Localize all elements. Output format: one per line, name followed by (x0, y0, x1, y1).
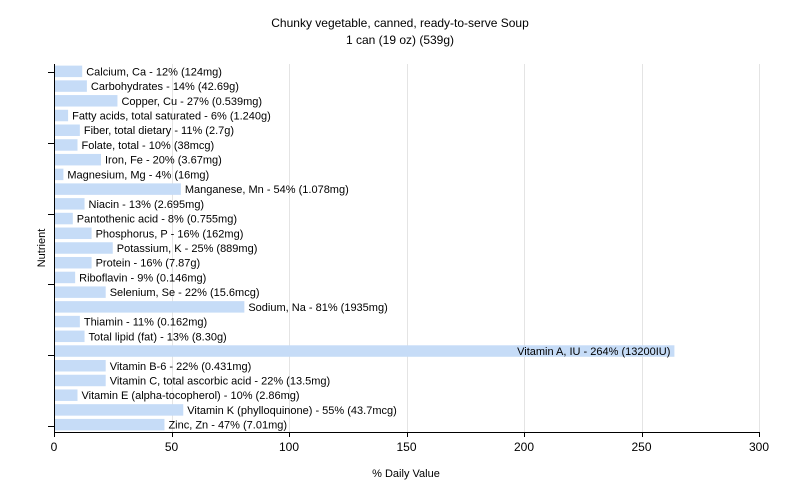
bar (55, 212, 73, 225)
bar (55, 109, 69, 122)
chart-subtitle: 1 can (19 oz) (539g) (345, 33, 455, 47)
bar-label: Copper, Cu - 27% (0.539mg) (121, 96, 262, 108)
x-ticks: 0 50 100 150 200 250 300 (51, 432, 769, 454)
bar (55, 198, 85, 210)
bar-label: Fatty acids, total saturated - 6% (1.240… (72, 111, 271, 123)
bar (55, 345, 675, 357)
bar (55, 139, 78, 151)
bar-label: Niacin - 13% (2.695mg) (89, 199, 205, 211)
bar (55, 124, 80, 136)
bar (55, 227, 92, 240)
bar (55, 168, 64, 181)
bar-label: Zinc, Zn - 47% (7.01mg) (168, 420, 287, 432)
axes (54, 64, 759, 433)
bar-label: Vitamin C, total ascorbic acid - 22% (13… (110, 375, 331, 387)
bar (55, 286, 106, 298)
x-tick-label: 250 (631, 440, 651, 454)
bar-label: Vitamin B-6 - 22% (0.431mg) (110, 361, 252, 373)
y-axis-label: Nutrient (36, 229, 48, 268)
chart-title: Chunky vegetable, canned, ready-to-serve… (271, 16, 529, 30)
bars (55, 65, 675, 431)
bar-label: Phosphorus, P - 16% (162mg) (96, 228, 244, 240)
x-tick-label: 300 (749, 440, 769, 454)
bar (55, 404, 184, 416)
x-tick-label: 0 (51, 440, 58, 454)
bar (55, 418, 165, 431)
bar-label: Folate, total - 10% (38mcg) (82, 140, 215, 152)
bar-label: Calcium, Ca - 12% (124mg) (86, 66, 222, 78)
x-tick-label: 200 (514, 440, 534, 454)
bar-label: Iron, Fe - 20% (3.67mg) (105, 155, 222, 167)
bar (55, 389, 78, 401)
bar (55, 256, 92, 269)
bar-label: Sodium, Na - 81% (1935mg) (248, 302, 387, 314)
x-axis-label: % Daily Value (372, 468, 440, 480)
bar-label: Thiamin - 11% (0.162mg) (84, 317, 207, 329)
bar (55, 301, 245, 313)
bar-label: Vitamin K (phylloquinone) - 55% (43.7mcg… (187, 405, 397, 417)
bar (55, 271, 76, 284)
bar-label: Potassium, K - 25% (889mg) (117, 243, 258, 255)
bar-label: Vitamin A, IU - 264% (13200IU) (517, 346, 670, 358)
bar (55, 360, 106, 372)
bar-labels: Calcium, Ca - 12% (124mg) Carbohydrates -… (67, 66, 670, 431)
bar-label: Vitamin E (alpha-tocopherol) - 10% (2.86… (82, 390, 300, 402)
bar (55, 183, 181, 195)
bar (55, 80, 87, 92)
bar-label: Pantothenic acid - 8% (0.755mg) (77, 214, 237, 226)
bar-label: Carbohydrates - 14% (42.69g) (91, 81, 239, 93)
bar (55, 153, 101, 166)
bar (55, 65, 83, 78)
bar-label: Total lipid (fat) - 13% (8.30g) (89, 331, 227, 343)
bar (55, 95, 118, 107)
bar (55, 315, 80, 328)
bar (55, 374, 106, 387)
x-tick-label: 150 (396, 440, 416, 454)
bar-label: Selenium, Se - 22% (15.6mcg) (110, 287, 260, 299)
bar-label: Protein - 16% (7.87g) (96, 258, 201, 270)
bar (55, 242, 113, 254)
y-ticks (48, 72, 54, 427)
bar-label: Riboflavin - 9% (0.146mg) (79, 272, 206, 284)
x-tick-label: 100 (279, 440, 299, 454)
x-tick-label: 50 (165, 440, 179, 454)
bar-label: Manganese, Mn - 54% (1.078mg) (185, 184, 349, 196)
bar-label: Magnesium, Mg - 4% (16mg) (67, 169, 209, 181)
bar-label: Fiber, total dietary - 11% (2.7g) (84, 125, 234, 137)
bar (55, 330, 85, 343)
grid-lines (172, 64, 760, 432)
